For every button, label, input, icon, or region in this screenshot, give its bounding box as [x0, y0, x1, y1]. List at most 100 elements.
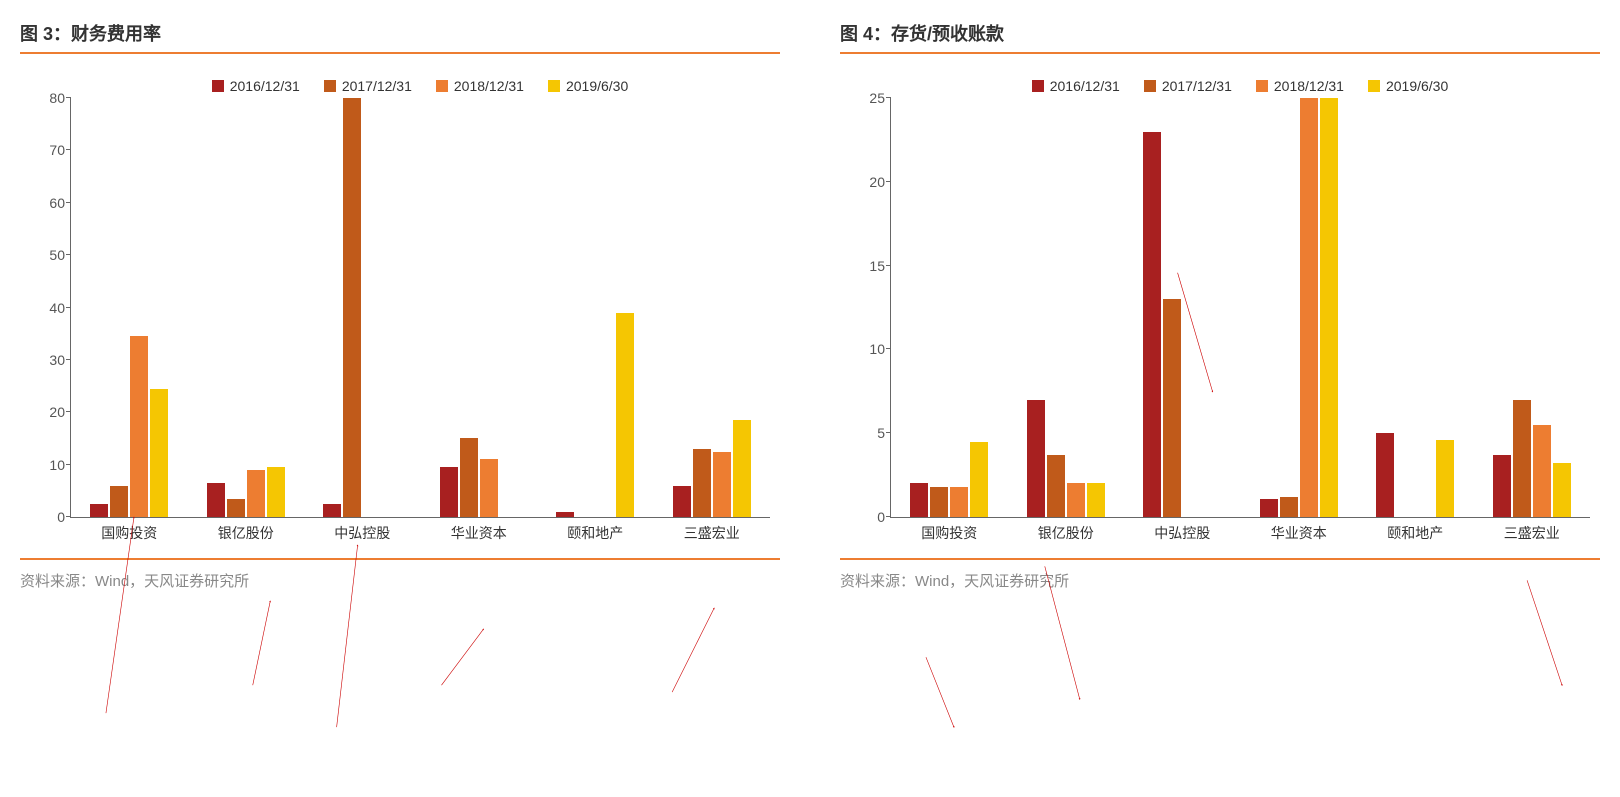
bar: [950, 487, 968, 517]
y-tick-mark: [66, 149, 71, 150]
bar: [247, 470, 265, 517]
y-tick-label: 0: [25, 509, 65, 525]
chart-panel-right: 图 4：存货/预收账款 2016/12/31 2017/12/31 2018/12/…: [840, 20, 1600, 591]
x-tick-label: 中弘控股: [304, 517, 421, 543]
legend-label: 2017/12/31: [1162, 78, 1232, 94]
plot-area: 国购投资银亿股份中弘控股华业资本颐和地产三盛宏业 0510152025: [890, 98, 1590, 518]
legend-swatch: [436, 80, 448, 92]
y-tick-label: 30: [25, 352, 65, 368]
bar: [1300, 98, 1318, 517]
y-tick-label: 60: [25, 195, 65, 211]
y-tick-label: 5: [845, 425, 885, 441]
y-tick-label: 0: [845, 509, 885, 525]
chart-zone: 2016/12/312017/12/312018/12/312019/6/30 …: [20, 60, 780, 560]
y-tick-mark: [66, 254, 71, 255]
x-tick-label: 颐和地产: [1357, 517, 1474, 543]
y-tick-mark: [66, 411, 71, 412]
x-tick-label: 中弘控股: [1124, 517, 1241, 543]
y-tick-label: 80: [25, 90, 65, 106]
bar: [1320, 98, 1338, 517]
bar: [1087, 483, 1105, 517]
bar: [110, 486, 128, 517]
bar: [130, 336, 148, 517]
y-tick-label: 70: [25, 142, 65, 158]
bar: [1436, 440, 1454, 517]
legend: 2016/12/31 2017/12/31 2018/12/31 2019/6/30: [890, 70, 1590, 98]
legend-item: 2017/12/31: [324, 78, 412, 94]
bar: [1376, 433, 1394, 517]
trend-arrow: [926, 657, 954, 727]
legend-label: 2016/12/31: [1050, 78, 1120, 94]
bar: [1260, 499, 1278, 517]
bar: [1143, 132, 1161, 517]
legend-swatch: [1144, 80, 1156, 92]
chart-title: 图 3：财务费用率: [20, 20, 161, 46]
bar: [673, 486, 691, 517]
chart-zone: 2016/12/312017/12/312018/12/312019/6/30 …: [840, 60, 1600, 560]
x-tick-label: 国购投资: [891, 517, 1008, 543]
y-tick-label: 20: [845, 174, 885, 190]
bar: [480, 459, 498, 517]
y-tick-mark: [886, 97, 891, 98]
y-tick-label: 40: [25, 300, 65, 316]
bar-group: 三盛宏业: [654, 98, 771, 517]
chart-title: 图 4：存货/预收账款: [840, 20, 1004, 46]
bar: [1493, 455, 1511, 517]
y-tick-mark: [66, 307, 71, 308]
legend-swatch: [1032, 80, 1044, 92]
bar: [1280, 497, 1298, 517]
y-tick-mark: [886, 348, 891, 349]
legend-swatch: [548, 80, 560, 92]
bar-group: 国购投资: [71, 98, 188, 517]
legend-swatch: [324, 80, 336, 92]
y-tick-label: 25: [845, 90, 885, 106]
plot-area: 国购投资银亿股份中弘控股华业资本颐和地产三盛宏业 010203040506070…: [70, 98, 770, 518]
y-tick-mark: [886, 181, 891, 182]
bar-group: 华业资本: [421, 98, 538, 517]
legend-item: 2019/6/30: [1368, 78, 1448, 94]
bar: [343, 98, 361, 517]
bar-group: 中弘控股: [1124, 98, 1241, 517]
bar-group: 银亿股份: [188, 98, 305, 517]
legend-item: 2016/12/31: [1032, 78, 1120, 94]
y-tick-label: 10: [25, 457, 65, 473]
bar: [970, 442, 988, 517]
legend-label: 2017/12/31: [342, 78, 412, 94]
trend-arrow: [672, 608, 714, 692]
bar: [910, 483, 928, 517]
bar: [1513, 400, 1531, 517]
legend-label: 2016/12/31: [230, 78, 300, 94]
x-tick-label: 华业资本: [421, 517, 538, 543]
y-tick-mark: [66, 516, 71, 517]
bar: [207, 483, 225, 517]
bar: [733, 420, 751, 517]
legend-item: 2019/6/30: [548, 78, 628, 94]
legend-label: 2019/6/30: [1386, 78, 1448, 94]
legend-swatch: [1256, 80, 1268, 92]
x-tick-label: 三盛宏业: [654, 517, 771, 543]
source-text: 资料来源：Wind，天风证券研究所: [20, 560, 780, 591]
bar: [440, 467, 458, 517]
y-tick-mark: [886, 516, 891, 517]
trend-arrow: [1527, 580, 1562, 685]
bar: [713, 452, 731, 517]
y-tick-label: 50: [25, 247, 65, 263]
bar: [267, 467, 285, 517]
x-tick-label: 银亿股份: [1008, 517, 1125, 543]
bar: [616, 313, 634, 517]
legend: 2016/12/312017/12/312018/12/312019/6/30: [70, 70, 770, 98]
bar: [1067, 483, 1085, 517]
title-row: 图 4：存货/预收账款: [840, 20, 1600, 54]
bar: [1533, 425, 1551, 517]
trend-arrow: [106, 517, 134, 713]
legend-label: 2018/12/31: [1274, 78, 1344, 94]
legend-item: 2016/12/31: [212, 78, 300, 94]
bar: [1027, 400, 1045, 517]
bar-group: 颐和地产: [537, 98, 654, 517]
chart-panel-left: 图 3：财务费用率 2016/12/312017/12/312018/12/31…: [20, 20, 780, 591]
y-tick-mark: [886, 265, 891, 266]
y-tick-label: 15: [845, 258, 885, 274]
y-tick-label: 10: [845, 341, 885, 357]
trend-arrow: [253, 601, 270, 685]
source-text: 资料来源：Wind，天风证券研究所: [840, 560, 1600, 591]
